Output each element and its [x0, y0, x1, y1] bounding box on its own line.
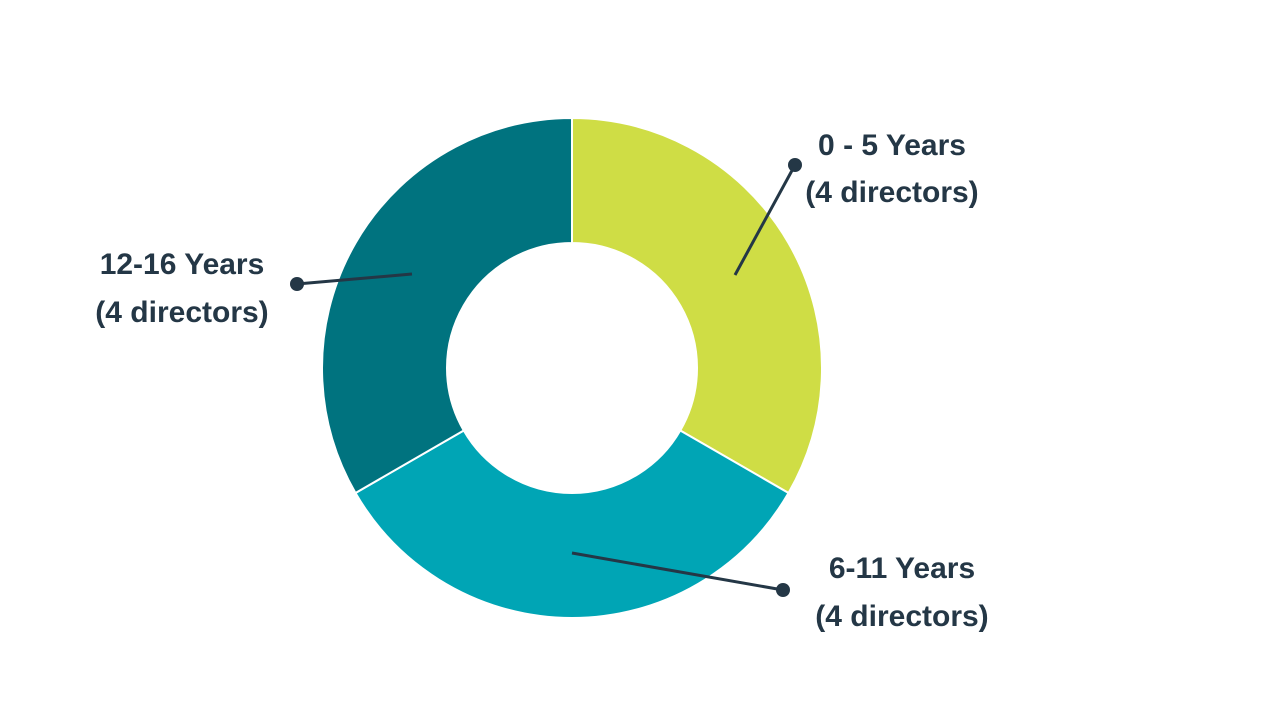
slice-0	[571, 116, 823, 495]
labels-group: 0 - 5 Years (4 directors) 6-11 Years (4 …	[95, 129, 988, 633]
leader-dot-2	[290, 277, 304, 291]
leader-line-2	[296, 272, 413, 286]
slice-2	[321, 116, 573, 495]
slice-1	[354, 429, 790, 619]
slice-label-2: 12-16 Years	[100, 248, 265, 281]
leader-dot-1	[776, 583, 790, 597]
slice-sublabel-2: (4 directors)	[95, 296, 268, 329]
slices-group	[321, 116, 823, 619]
slice-label-0: 0 - 5 Years	[818, 129, 966, 162]
leader-line-0	[733, 164, 797, 276]
slice-sublabel-1: (4 directors)	[815, 600, 988, 633]
leader-line-1	[571, 551, 784, 592]
slice-label-1: 6-11 Years	[829, 552, 975, 585]
leaders-group	[290, 158, 802, 597]
slice-sublabel-0: (4 directors)	[805, 176, 978, 209]
leader-dot-0	[788, 158, 802, 172]
